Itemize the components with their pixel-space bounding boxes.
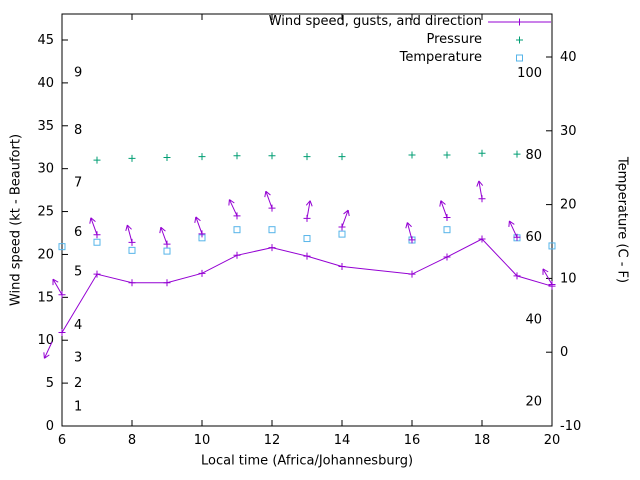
svg-text:35: 35 — [37, 119, 54, 134]
svg-text:2: 2 — [74, 376, 82, 391]
svg-text:0: 0 — [560, 345, 568, 360]
svg-text:40: 40 — [560, 50, 577, 65]
svg-text:15: 15 — [37, 290, 54, 305]
svg-text:40: 40 — [525, 313, 542, 328]
svg-text:8: 8 — [128, 433, 136, 448]
svg-text:25: 25 — [37, 205, 54, 220]
svg-text:5: 5 — [46, 376, 54, 391]
svg-text:80: 80 — [525, 148, 542, 163]
plot-border — [61, 13, 553, 427]
svg-text:16: 16 — [404, 433, 421, 448]
svg-text:20: 20 — [37, 247, 54, 262]
legend-item-wind: Wind speed, gusts, and direction — [268, 14, 482, 29]
svg-text:9: 9 — [74, 66, 82, 81]
svg-text:20: 20 — [560, 198, 577, 213]
y-right-ticks: -10 0 10 20 30 40 — [546, 50, 581, 434]
svg-text:12: 12 — [264, 433, 281, 448]
fahrenheit-scale-labels: 20 40 60 80 100 — [517, 66, 542, 409]
svg-text:4: 4 — [74, 318, 82, 333]
svg-text:14: 14 — [334, 433, 351, 448]
legend-item-temperature: Temperature — [399, 50, 482, 65]
extra-direction-arrow — [43, 341, 53, 359]
svg-text:30: 30 — [560, 124, 577, 139]
svg-text:-10: -10 — [560, 419, 581, 434]
svg-text:6: 6 — [74, 225, 82, 240]
pressure-series — [93, 149, 521, 164]
wind-speed-series — [58, 235, 556, 337]
temperature-series — [58, 226, 556, 255]
wind-gust-series — [52, 180, 556, 299]
svg-text:40: 40 — [37, 76, 54, 91]
svg-text:10: 10 — [560, 271, 577, 286]
legend-item-pressure: Pressure — [426, 32, 482, 47]
svg-text:60: 60 — [525, 230, 542, 245]
svg-text:1: 1 — [74, 399, 82, 414]
legend-markers — [488, 18, 551, 62]
svg-text:30: 30 — [37, 162, 54, 177]
svg-text:100: 100 — [517, 66, 542, 81]
svg-text:7: 7 — [74, 175, 82, 190]
beaufort-scale-labels: 1 2 3 4 5 6 7 8 9 — [74, 66, 82, 415]
svg-text:20: 20 — [525, 395, 542, 410]
y-left-ticks: 0 5 10 15 20 25 30 35 40 45 — [37, 33, 68, 434]
y-axis-title-left: Wind speed (kt - Beaufort) — [8, 133, 24, 307]
svg-text:0: 0 — [46, 419, 54, 434]
legend: Wind speed, gusts, and direction Pressur… — [269, 13, 482, 67]
svg-text:18: 18 — [474, 433, 491, 448]
svg-text:45: 45 — [37, 33, 54, 48]
svg-text:6: 6 — [58, 433, 66, 448]
x-axis-title: Local time (Africa/Johannesburg) — [200, 453, 414, 469]
svg-text:10: 10 — [37, 333, 54, 348]
x-axis-ticks: 6 8 10 12 14 16 18 20 — [58, 14, 560, 448]
svg-text:5: 5 — [74, 265, 82, 280]
svg-text:8: 8 — [74, 123, 82, 138]
svg-text:10: 10 — [194, 433, 211, 448]
y-axis-title-right: Temperature (C - F) — [614, 156, 630, 284]
svg-text:3: 3 — [74, 350, 82, 365]
svg-text:20: 20 — [544, 433, 561, 448]
